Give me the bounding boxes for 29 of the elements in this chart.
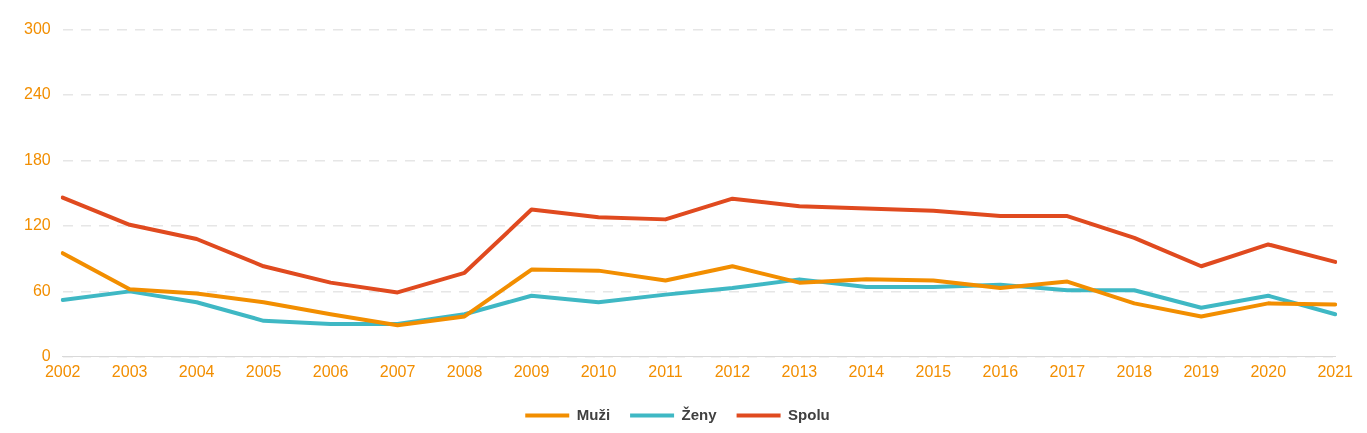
y-tick-label: 300 [23, 20, 51, 38]
y-tick-label: 240 [23, 85, 51, 103]
y-tick-label: 120 [23, 216, 51, 234]
y-tick-label: 0 [41, 347, 51, 365]
x-tick-label: 2012 [714, 362, 751, 380]
x-tick-label: 2006 [312, 362, 349, 380]
x-tick-label: 2008 [446, 362, 483, 380]
x-tick-label: 2020 [1250, 362, 1287, 380]
x-tick-label: 2019 [1183, 362, 1220, 380]
x-tick-label: 2007 [379, 362, 416, 380]
x-tick-label: 2011 [648, 362, 683, 380]
y-tick-label: 180 [23, 150, 51, 168]
x-tick-label: 2017 [1049, 362, 1086, 380]
x-tick-label: 2014 [848, 362, 885, 380]
x-tick-label: 2021 [1317, 362, 1354, 380]
x-tick-label: 2016 [982, 362, 1019, 380]
x-tick-label: 2004 [178, 362, 215, 380]
y-tick-label: 60 [32, 281, 51, 299]
x-tick-label: 2015 [915, 362, 952, 380]
x-tick-label: 2009 [513, 362, 550, 380]
x-tick-label: 2013 [781, 362, 818, 380]
legend-label: Spolu [788, 405, 830, 423]
x-tick-label: 2002 [44, 362, 81, 380]
x-tick-label: 2003 [111, 362, 148, 380]
x-tick-label: 2010 [580, 362, 617, 380]
legend-label: Ženy [681, 405, 718, 423]
x-tick-label: 2005 [245, 362, 282, 380]
x-tick-label: 2018 [1116, 362, 1153, 380]
legend-label: Muži [576, 405, 611, 423]
